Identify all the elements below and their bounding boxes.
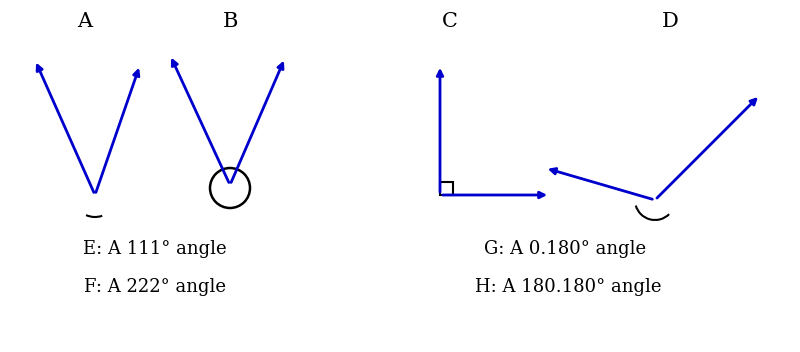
Text: G: A 0.180° angle: G: A 0.180° angle <box>484 240 646 258</box>
Text: C: C <box>442 12 458 31</box>
Text: B: B <box>222 12 238 31</box>
Text: E: A 111° angle: E: A 111° angle <box>83 240 227 258</box>
Text: D: D <box>662 12 678 31</box>
Text: H: A 180.180° angle: H: A 180.180° angle <box>474 278 662 296</box>
Text: A: A <box>78 12 93 31</box>
Text: F: A 222° angle: F: A 222° angle <box>84 278 226 296</box>
